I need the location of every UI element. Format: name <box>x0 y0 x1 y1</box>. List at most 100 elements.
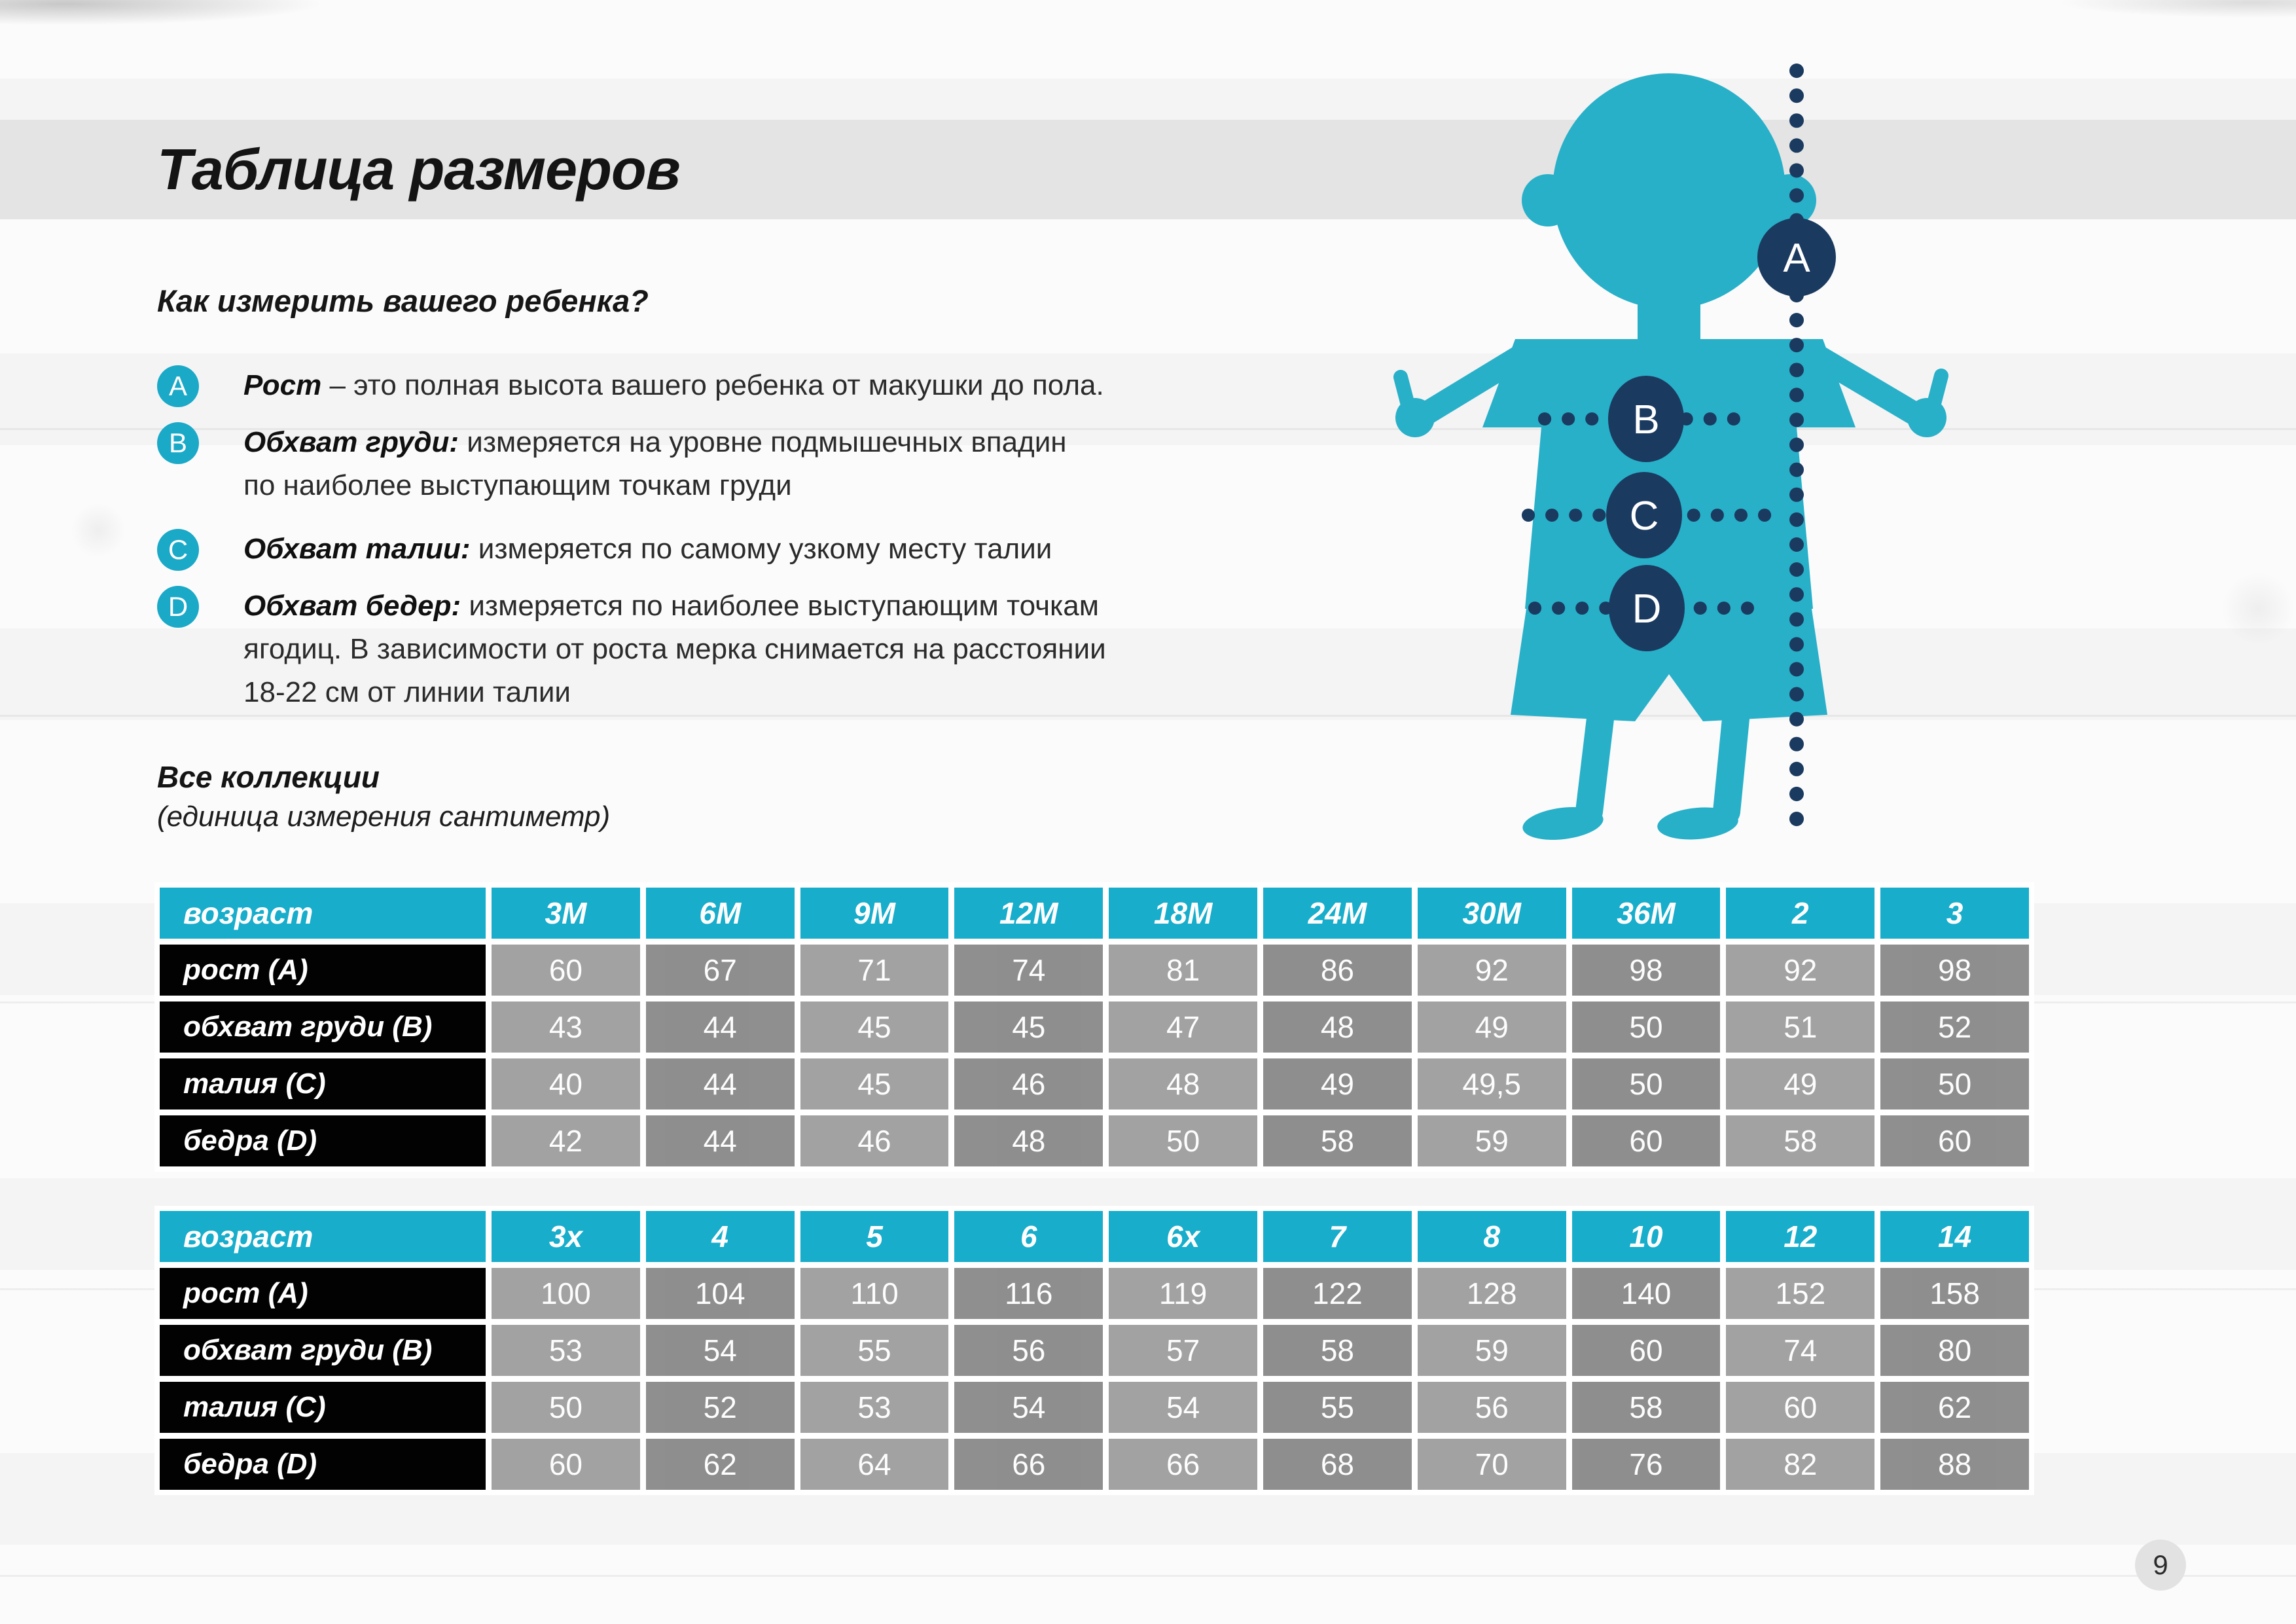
value-cell: 46 <box>954 1058 1103 1110</box>
header-cell-size: 5 <box>800 1211 949 1262</box>
value-cell: 52 <box>1880 1001 2029 1053</box>
letter-badge-B: B <box>157 422 199 464</box>
value-cell: 49 <box>1417 1001 1566 1053</box>
measure-description-line: ягодиц. В зависимости от роста мерка сни… <box>243 633 1106 665</box>
value-cell: 60 <box>492 945 640 996</box>
value-cell: 76 <box>1571 1439 1721 1490</box>
value-cell: 53 <box>492 1325 640 1376</box>
value-cell: 98 <box>1880 945 2029 996</box>
value-cell: 45 <box>800 1001 949 1053</box>
header-cell-size: 3M <box>492 888 640 939</box>
header-cell-size: 3 <box>1880 888 2029 939</box>
measure-term: Обхват бедер: <box>243 590 461 622</box>
value-cell: 92 <box>1417 945 1566 996</box>
measure-item-A: A Рост – это полная высота вашего ребенка… <box>157 364 1104 407</box>
value-cell: 68 <box>1263 1439 1412 1490</box>
figure-thumb-right <box>1925 369 1948 418</box>
title-band: Таблица размеров <box>0 120 2296 219</box>
value-cell: 140 <box>1571 1268 1721 1319</box>
header-cell-size: 3x <box>492 1211 640 1262</box>
collections-block: Все коллекции (единица измерения сантиме… <box>157 757 610 837</box>
page-title: Таблица размеров <box>157 137 681 202</box>
badge-D <box>1609 565 1685 651</box>
value-cell: 44 <box>645 1058 795 1110</box>
value-cell: 64 <box>800 1439 949 1490</box>
value-cell: 60 <box>1726 1382 1875 1433</box>
value-cell: 67 <box>645 945 795 996</box>
header-cell-age: возраст <box>160 1211 486 1262</box>
value-cell: 53 <box>800 1382 949 1433</box>
value-cell: 119 <box>1109 1268 1257 1319</box>
header-cell-size: 7 <box>1263 1211 1412 1262</box>
measure-item-C: C Обхват талии: измеряется по самому узко… <box>157 528 1052 571</box>
figure-foot-right <box>1657 807 1738 840</box>
row-label: бедра (D) <box>160 1115 486 1166</box>
header-cell-size: 24M <box>1263 888 1412 939</box>
value-cell: 54 <box>1109 1382 1257 1433</box>
value-cell: 48 <box>954 1115 1103 1166</box>
row-label: рост (A) <box>160 1268 486 1319</box>
badge-A <box>1757 218 1836 297</box>
value-cell: 45 <box>954 1001 1103 1053</box>
value-cell: 50 <box>1571 1058 1721 1110</box>
value-cell: 100 <box>492 1268 640 1319</box>
row-label: обхват груди (B) <box>160 1001 486 1053</box>
value-cell: 152 <box>1726 1268 1875 1319</box>
value-cell: 54 <box>954 1382 1103 1433</box>
measure-item-text: Обхват груди: измеряется на уровне подмы… <box>243 421 1067 507</box>
row-label: рост (A) <box>160 945 486 996</box>
row-label: бедра (D) <box>160 1439 486 1490</box>
figure-arm-right <box>1808 346 1931 428</box>
value-cell: 58 <box>1726 1115 1875 1166</box>
value-cell: 45 <box>800 1058 949 1110</box>
header-cell-size: 2 <box>1726 888 1875 939</box>
measure-term: Обхват талии: <box>243 533 471 565</box>
value-cell: 59 <box>1417 1115 1566 1166</box>
header-cell-size: 14 <box>1880 1211 2029 1262</box>
header-cell-size: 6x <box>1109 1211 1257 1262</box>
child-silhouette <box>1393 73 1948 840</box>
value-cell: 42 <box>492 1115 640 1166</box>
value-cell: 49 <box>1726 1058 1875 1110</box>
collections-title: Все коллекции <box>157 760 380 794</box>
figure-head <box>1552 73 1785 309</box>
value-cell: 110 <box>800 1268 949 1319</box>
value-cell: 66 <box>1109 1439 1257 1490</box>
value-cell: 60 <box>1571 1115 1721 1166</box>
measure-item-line: Обхват бедер: измеряется по наиболее выс… <box>243 585 1106 628</box>
value-cell: 50 <box>1880 1058 2029 1110</box>
figure-thumb-left <box>1393 370 1417 420</box>
measure-item-line: Обхват груди: измеряется на уровне подмы… <box>243 421 1067 464</box>
value-cell: 43 <box>492 1001 640 1053</box>
header-cell-size: 6 <box>954 1211 1103 1262</box>
value-cell: 48 <box>1263 1001 1412 1053</box>
value-cell: 50 <box>1109 1115 1257 1166</box>
badge-B <box>1608 376 1684 462</box>
header-cell-size: 30M <box>1417 888 1566 939</box>
measure-item-text: Обхват талии: измеряется по самому узком… <box>243 528 1052 571</box>
value-cell: 56 <box>1417 1382 1566 1433</box>
badge-C <box>1606 472 1682 558</box>
letter-badge-C: C <box>157 529 199 571</box>
value-cell: 122 <box>1263 1268 1412 1319</box>
header-cell-size: 18M <box>1109 888 1257 939</box>
value-cell: 92 <box>1726 945 1875 996</box>
figure-shirt <box>1482 339 1856 609</box>
header-cell-size: 12 <box>1726 1211 1875 1262</box>
row-label: обхват груди (B) <box>160 1325 486 1376</box>
value-cell: 74 <box>954 945 1103 996</box>
value-cell: 158 <box>1880 1268 2029 1319</box>
value-cell: 104 <box>645 1268 795 1319</box>
letter-badge-D: D <box>157 586 199 628</box>
value-cell: 81 <box>1109 945 1257 996</box>
badge-A-letter: A <box>1783 236 1810 281</box>
value-cell: 48 <box>1109 1058 1257 1110</box>
value-cell: 58 <box>1263 1325 1412 1376</box>
value-cell: 98 <box>1571 945 1721 996</box>
value-cell: 62 <box>1880 1382 2029 1433</box>
size-table-months: возраст 3M 6M 9M 12M 18M 24M 30M 36M 2 3 рост (A) 60… <box>154 882 2034 1172</box>
collections-subtitle: (единица измерения сантиметр) <box>157 801 611 833</box>
value-cell: 57 <box>1109 1325 1257 1376</box>
value-cell: 54 <box>645 1325 795 1376</box>
